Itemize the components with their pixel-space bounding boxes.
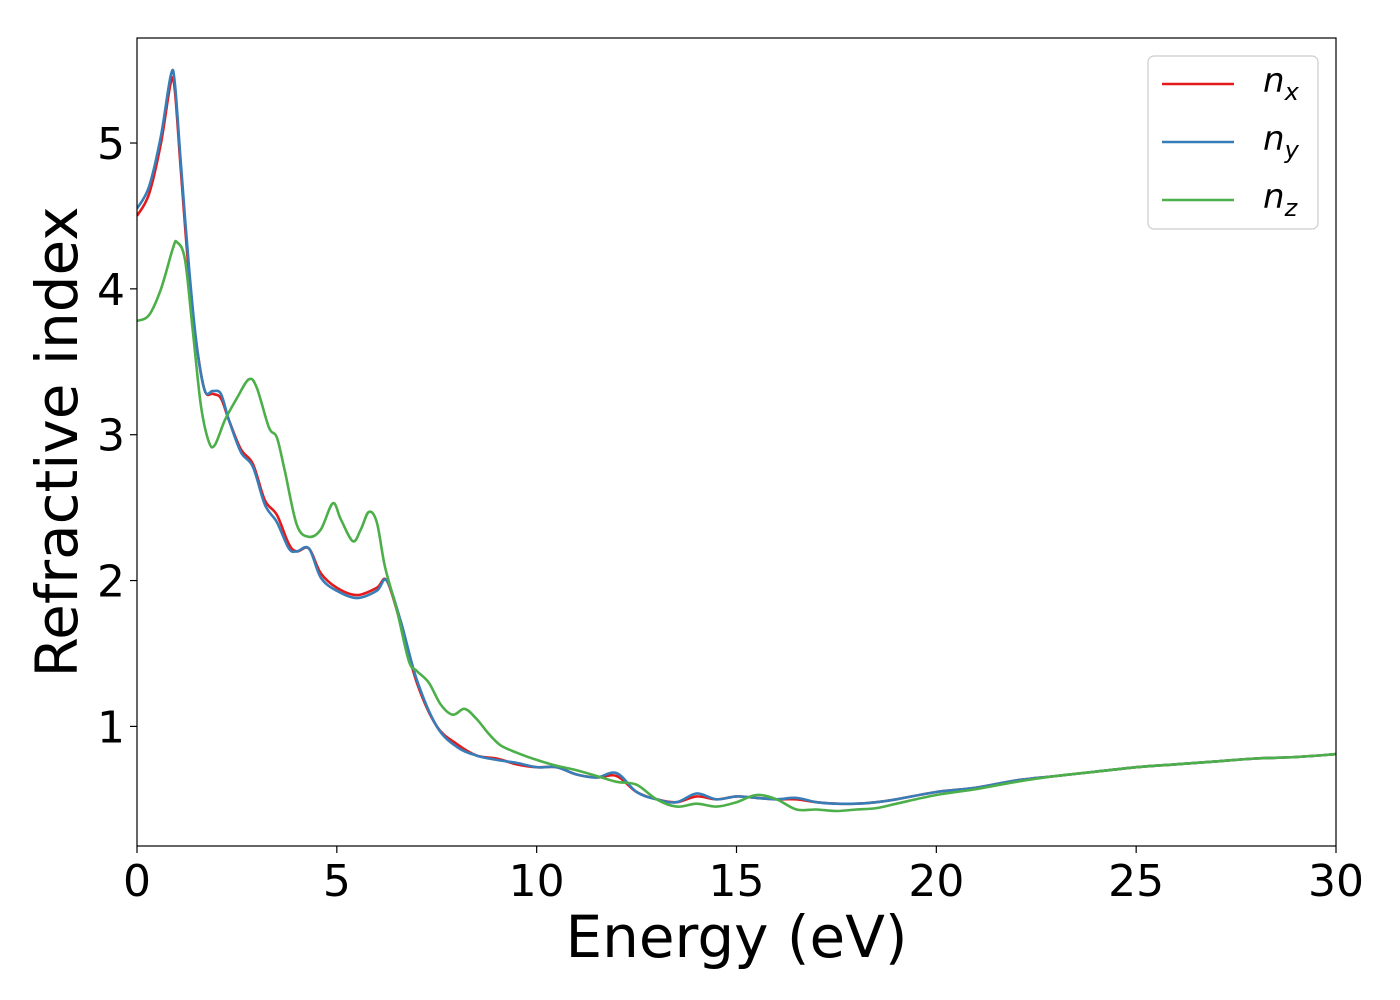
x-tick-label: 15 xyxy=(709,856,765,907)
x-axis-label: Energy (eV) xyxy=(565,903,907,971)
y-tick-label: 5 xyxy=(97,119,125,170)
series-line-z xyxy=(137,239,1336,813)
y-tick-label: 1 xyxy=(97,702,125,753)
legend-label-x: nx xyxy=(1263,61,1300,106)
series-line-y xyxy=(137,68,1336,806)
x-tick-label: 20 xyxy=(908,856,964,907)
y-tick-label: 2 xyxy=(97,557,125,608)
legend: nx ny nz xyxy=(1147,55,1319,230)
y-tick-label: 3 xyxy=(97,411,125,462)
x-tick-label: 10 xyxy=(509,856,565,907)
x-tick-label: 30 xyxy=(1308,856,1364,907)
x-tick-label: 0 xyxy=(123,856,151,907)
x-tick-label: 25 xyxy=(1108,856,1164,907)
y-tick-label: 4 xyxy=(97,265,125,316)
x-tick-label: 5 xyxy=(323,856,351,907)
y-axis-label: Refractive index xyxy=(23,206,91,677)
legend-label-z: nz xyxy=(1263,177,1299,222)
series-lines xyxy=(137,68,1336,813)
axis-ticks: 0 5 10 15 20 25 30 1 2 3 4 5 xyxy=(97,119,1364,907)
legend-label-y: ny xyxy=(1263,119,1300,164)
